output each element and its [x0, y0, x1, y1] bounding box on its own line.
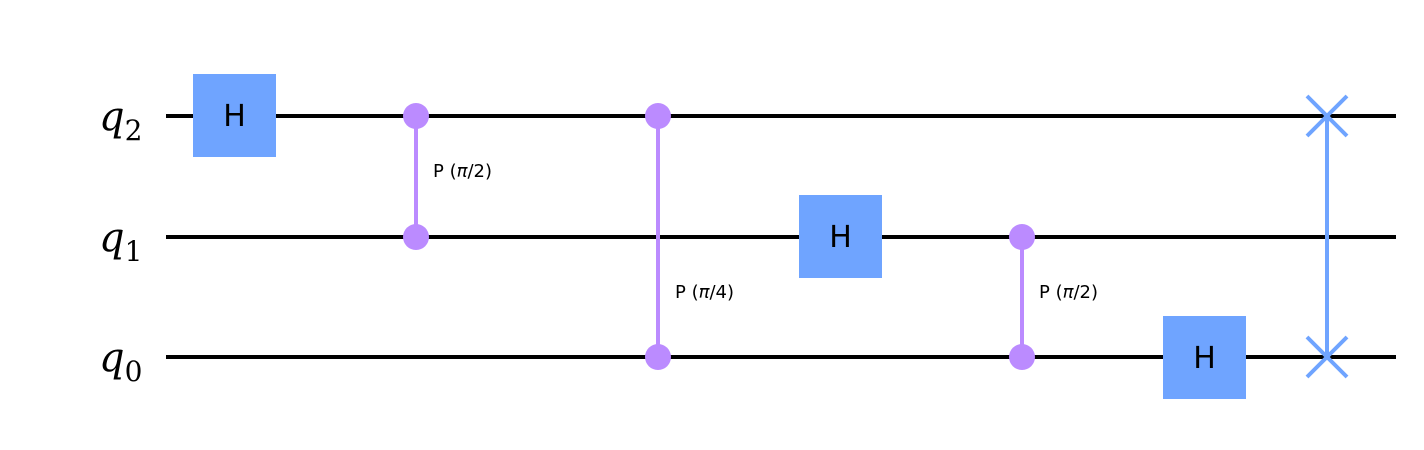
qubit-index: 2 [125, 114, 143, 147]
controlled-phase-gate-q1-q0: P (π/2) [1009, 224, 1098, 370]
control-dot [645, 103, 671, 129]
hadamard-gate-box [1163, 316, 1246, 399]
hadamard-gate-q2: H [193, 74, 276, 157]
qubit-label-q2: q2 [99, 94, 142, 147]
phase-parameter-label: P (π/2) [433, 161, 492, 182]
hadamard-gate-q1: H [799, 195, 882, 278]
qubit-letter: q [99, 215, 125, 261]
controlled-phase-gate-q2-q1: P (π/2) [403, 103, 492, 250]
qubit-letter: q [99, 94, 125, 140]
swap-gate-q2-q0 [1305, 94, 1349, 379]
swap-cross-icon [1305, 335, 1349, 379]
hadamard-gate-box [799, 195, 882, 278]
control-dot [645, 344, 671, 370]
controlled-phase-gate-q2-q0: P (π/4) [645, 103, 734, 370]
control-dot [403, 103, 429, 129]
hadamard-gate-label: H [223, 99, 246, 134]
qubit-letter: q [99, 335, 125, 381]
control-dot [1009, 344, 1035, 370]
phase-parameter-label: P (π/2) [1039, 282, 1098, 303]
qubit-index: 0 [125, 355, 143, 388]
qubit-index: 1 [125, 235, 143, 268]
qubit-label-q0: q0 [99, 335, 142, 388]
hadamard-gate-box [193, 74, 276, 157]
swap-cross-icon [1305, 94, 1349, 138]
hadamard-gate-label: H [1193, 341, 1216, 376]
hadamard-gate-label: H [829, 220, 852, 255]
hadamard-gate-q0: H [1163, 316, 1246, 399]
control-dot [403, 224, 429, 250]
qubit-label-q1: q1 [99, 215, 142, 268]
phase-parameter-label: P (π/4) [675, 282, 734, 303]
control-dot [1009, 224, 1035, 250]
